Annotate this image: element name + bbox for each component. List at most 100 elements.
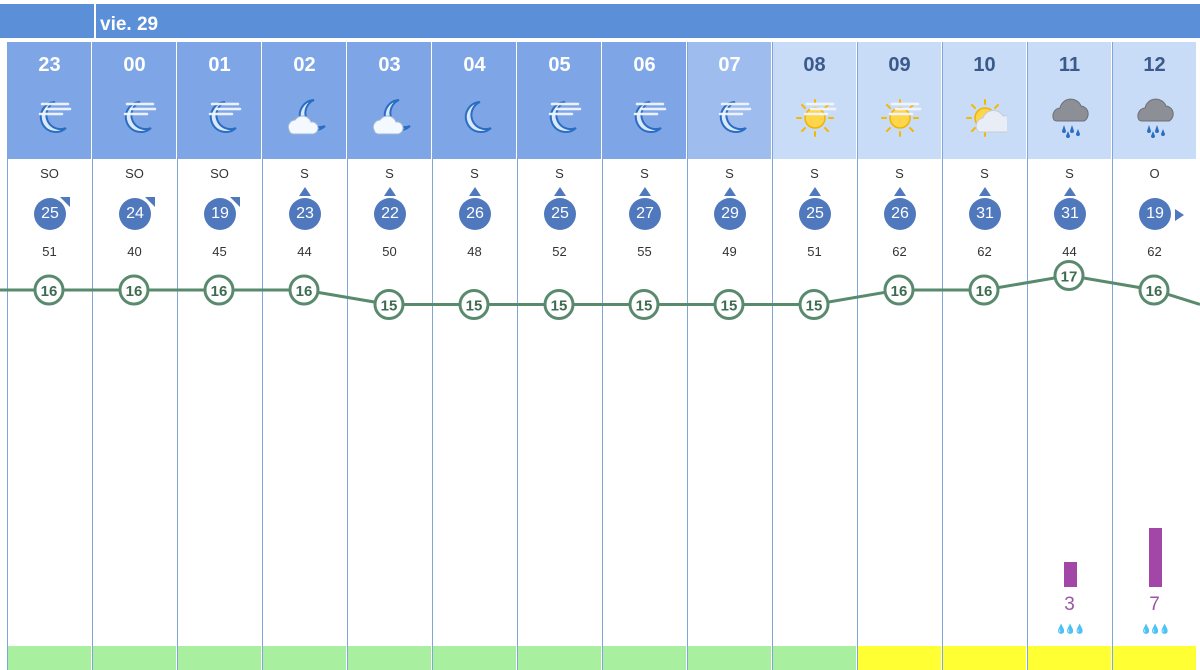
- status-bar: [1028, 646, 1111, 670]
- hour-header: [93, 42, 176, 159]
- hour-label: 00: [123, 54, 146, 76]
- wind-speed-badge: 22: [374, 198, 406, 230]
- status-bar: [263, 646, 346, 670]
- wind-gust: 45: [212, 244, 227, 259]
- hour-column[interactable]: 05 S 25 52: [517, 42, 601, 670]
- wind-direction: O: [1149, 166, 1160, 181]
- wind-gust: 44: [297, 244, 312, 259]
- wind-speed-badge: 26: [884, 198, 916, 230]
- wind-direction: S: [640, 166, 649, 181]
- precipitation-value: 7: [1149, 594, 1160, 615]
- wind-gust: 44: [1062, 244, 1077, 259]
- wind-direction: S: [980, 166, 989, 181]
- wind-arrow-diagonal-icon: [60, 194, 70, 212]
- hour-column[interactable]: 09 S 26 62: [857, 42, 941, 670]
- wind-gust: 62: [892, 244, 907, 259]
- hour-label: 03: [378, 54, 401, 76]
- wind-direction: S: [470, 166, 479, 181]
- hour-label: 04: [463, 54, 486, 76]
- wind-speed-badge: 25: [799, 198, 831, 230]
- hour-column[interactable]: 10 S 31 62: [942, 42, 1026, 670]
- hour-column[interactable]: 02 S 23 44: [262, 42, 346, 670]
- wind-arrow-up-icon: [554, 183, 566, 201]
- wind-arrow-up-icon: [1064, 183, 1076, 201]
- wind-arrow-up-icon: [979, 183, 991, 201]
- hour-column[interactable]: 01 SO 19 45: [177, 42, 261, 670]
- hour-column[interactable]: 00 SO 24 40: [92, 42, 176, 670]
- wind-speed-badge: 25: [544, 198, 576, 230]
- wind-direction: S: [725, 166, 734, 181]
- hour-header: [8, 42, 91, 159]
- wind-speed-badge: 19: [204, 198, 236, 230]
- hour-label: 05: [548, 54, 571, 76]
- wind-direction: S: [1065, 166, 1074, 181]
- wind-arrow-right-icon: [1175, 208, 1184, 226]
- wind-speed-badge: 26: [459, 198, 491, 230]
- moon-cloud-icon: [623, 94, 667, 138]
- wind-arrow-up-icon: [299, 183, 311, 201]
- wind-gust: 49: [722, 244, 737, 259]
- sun-cloud-icon: [963, 94, 1014, 138]
- wind-gust: 51: [42, 244, 57, 259]
- hour-label: 10: [973, 54, 996, 76]
- wind-direction: S: [555, 166, 564, 181]
- hour-label: 06: [633, 54, 656, 76]
- wind-direction: SO: [210, 166, 229, 181]
- hour-column[interactable]: 04 S 26 48: [432, 42, 516, 670]
- hour-column[interactable]: 11 S 31 44 3 💧💧💧: [1027, 42, 1111, 670]
- wind-direction: SO: [40, 166, 59, 181]
- hour-column[interactable]: 03 S 22 50: [347, 42, 431, 670]
- hour-header: [263, 42, 346, 159]
- moon-partly-cloudy-icon: [283, 94, 327, 138]
- wind-gust: 52: [552, 244, 567, 259]
- hour-header: [603, 42, 686, 159]
- wind-arrow-up-icon: [724, 183, 736, 201]
- precipitation-bar: [1149, 527, 1162, 587]
- wind-speed-badge: 31: [1054, 198, 1086, 230]
- wind-gust: 51: [807, 244, 822, 259]
- hour-label: 09: [888, 54, 911, 76]
- moon-cloud-icon: [538, 94, 582, 138]
- hour-label: 11: [1058, 54, 1081, 76]
- wind-gust: 62: [1147, 244, 1162, 259]
- hour-header: [518, 42, 601, 159]
- wind-direction: S: [895, 166, 904, 181]
- hour-header: [178, 42, 261, 159]
- hour-column[interactable]: 23 SO 25 51: [7, 42, 91, 670]
- hour-column[interactable]: 08 S 25 51: [772, 42, 856, 670]
- day-label: vie. 29: [94, 4, 158, 38]
- hour-column[interactable]: 07 S 29 49: [687, 42, 771, 670]
- wind-gust: 62: [977, 244, 992, 259]
- status-bar: [518, 646, 601, 670]
- status-bar: [773, 646, 856, 670]
- hour-label: 07: [718, 54, 741, 76]
- wind-speed-badge: 29: [714, 198, 746, 230]
- wind-speed-badge: 31: [969, 198, 1001, 230]
- rain-drops-icon: 💧💧💧: [1140, 624, 1171, 634]
- moon-cloud-icon: [28, 94, 72, 138]
- sun-haze-icon: [878, 94, 922, 138]
- rain-cloud-icon: [1048, 94, 1092, 138]
- hour-label: 02: [293, 54, 316, 76]
- sun-haze-icon: [793, 94, 837, 138]
- hour-column[interactable]: 06 S 27 55: [602, 42, 686, 670]
- wind-arrow-diagonal-icon: [145, 194, 155, 212]
- hour-label: 12: [1143, 54, 1166, 76]
- hour-column[interactable]: 12 O 19 62 7 💧💧💧: [1112, 42, 1196, 670]
- moon-partly-cloudy-icon: [368, 94, 412, 138]
- wind-arrow-up-icon: [469, 183, 481, 201]
- status-bar: [8, 646, 91, 670]
- status-bar: [603, 646, 686, 670]
- wind-direction: SO: [125, 166, 144, 181]
- wind-arrow-up-icon: [384, 183, 396, 201]
- wind-gust: 48: [467, 244, 482, 259]
- status-bar: [688, 646, 771, 670]
- wind-gust: 40: [127, 244, 142, 259]
- status-bar: [433, 646, 516, 670]
- day-header-bar: vie. 29: [0, 4, 1200, 38]
- rain-cloud-icon: [1133, 94, 1177, 138]
- status-bar: [1113, 646, 1196, 670]
- wind-gust: 50: [382, 244, 397, 259]
- wind-arrow-up-icon: [639, 183, 651, 201]
- precipitation-value: 3: [1064, 594, 1075, 615]
